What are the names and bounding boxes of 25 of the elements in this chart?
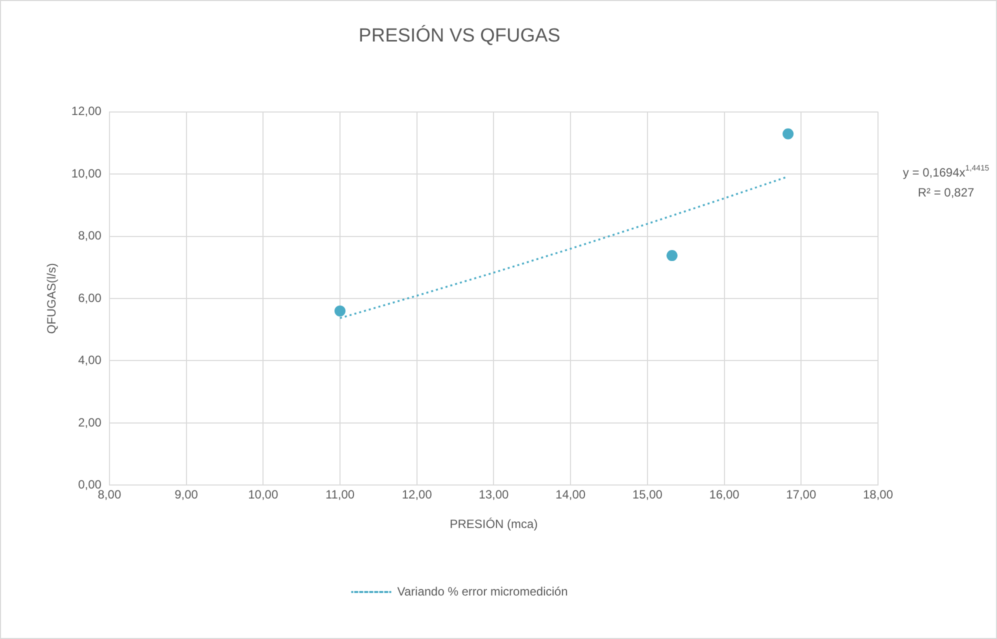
- chart-title: PRESIÓN VS QFUGAS: [358, 24, 560, 47]
- x-tick-label: 11,00: [325, 488, 355, 502]
- y-tick-label: 10,00: [71, 166, 102, 180]
- x-tick-label: 16,00: [709, 488, 740, 502]
- point: [334, 305, 346, 316]
- x-tick-label: 8,00: [98, 488, 122, 502]
- point: [782, 128, 794, 140]
- y-tick-label: 12,00: [71, 104, 102, 118]
- y-tick-label: 2,00: [78, 415, 102, 430]
- x-tick-label: 14,00: [556, 488, 586, 502]
- text: R² = 0,827: [918, 185, 975, 200]
- x-tick-label: 13,00: [478, 488, 510, 502]
- y-tick-label: 6,00: [78, 290, 102, 305]
- x-tick-label: 18,00: [862, 488, 894, 502]
- y-axis-title: QFUGAS(l/s): [44, 263, 59, 334]
- x-tick-label: 15,00: [632, 488, 663, 502]
- y-tick-label: 8,00: [78, 228, 102, 243]
- legend-label: Variando % error micromedición: [397, 584, 568, 598]
- point: [666, 250, 678, 262]
- x-tick-label: 12,00: [402, 488, 432, 502]
- y-tick-label: 4,00: [78, 353, 102, 368]
- x-tick-label: 9,00: [174, 488, 198, 502]
- x-axis-title: PRESIÓN (mca): [450, 517, 538, 532]
- x-tick-label: 17,00: [786, 488, 816, 502]
- x-tick-label: 10,00: [248, 488, 278, 502]
